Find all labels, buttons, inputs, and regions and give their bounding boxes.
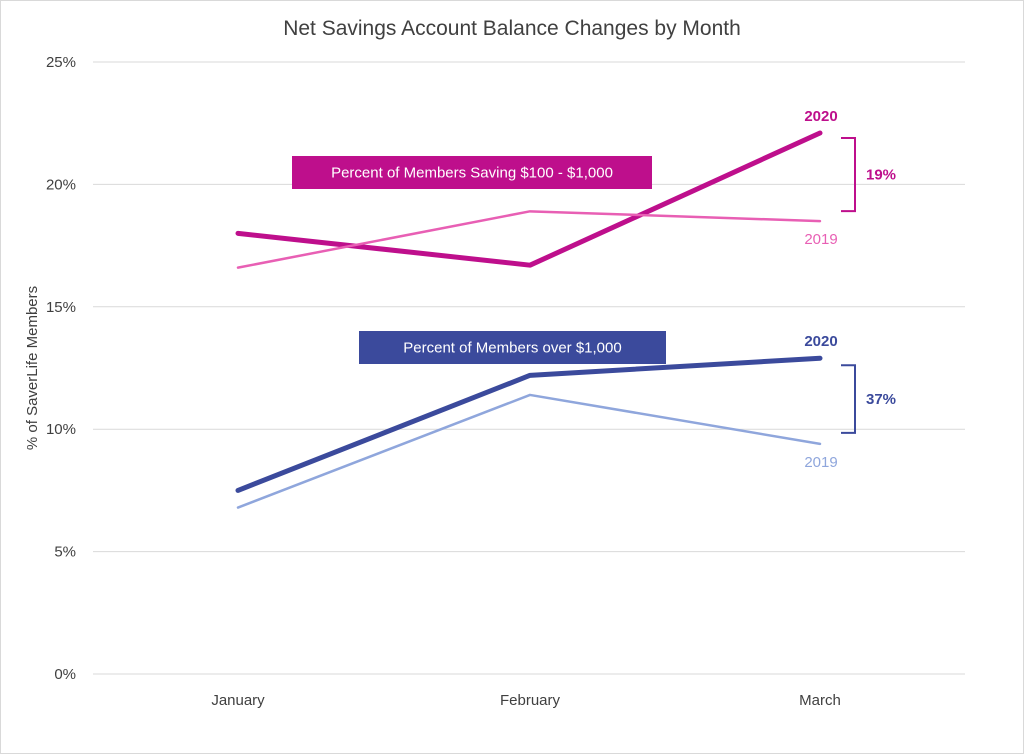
x-axis-ticks: January February March: [211, 692, 841, 709]
y-tick-label: 25%: [46, 54, 76, 71]
x-tick-label: February: [500, 692, 561, 709]
x-tick-label: March: [799, 692, 841, 709]
series-line: [236, 210, 822, 269]
callouts: Percent of Members Saving $100 - $1,000 P…: [292, 156, 666, 364]
series-end-label: 2019: [804, 231, 837, 248]
y-tick-label: 10%: [46, 421, 76, 438]
chart-title: Net Savings Account Balance Changes by M…: [283, 17, 741, 40]
series-end-label: 2019: [804, 454, 837, 471]
difference-bracket: [841, 364, 856, 434]
y-tick-label: 5%: [54, 544, 76, 561]
difference-label: 19%: [866, 167, 896, 184]
callout-box: [292, 156, 652, 189]
y-axis-ticks: 0% 5% 10% 15% 20% 25%: [46, 54, 76, 683]
y-tick-label: 0%: [54, 666, 76, 683]
callout-box: [359, 331, 666, 364]
series-line: [235, 355, 823, 493]
callout-label: Percent of Members Saving $100 - $1,000: [331, 165, 613, 182]
series-end-labels: 2020 2019 2020 2019: [804, 108, 837, 471]
difference-label: 37%: [866, 391, 896, 408]
y-axis-label: % of SaverLife Members: [24, 286, 41, 450]
y-tick-label: 15%: [46, 299, 76, 316]
series-end-label: 2020: [804, 333, 837, 350]
series-line: [236, 393, 822, 509]
x-tick-label: January: [211, 692, 265, 709]
gridlines: [93, 61, 965, 675]
series-line: [235, 130, 823, 268]
difference-brackets: 19% 37%: [841, 136, 896, 434]
series-lines: [235, 130, 823, 509]
difference-bracket: [841, 136, 856, 213]
series-end-label: 2020: [804, 108, 837, 125]
y-tick-label: 20%: [46, 176, 76, 193]
callout-label: Percent of Members over $1,000: [403, 340, 621, 357]
